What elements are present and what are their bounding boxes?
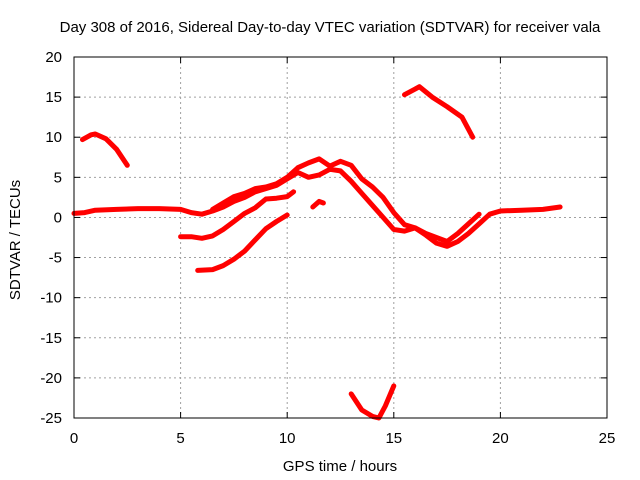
x-tick-label: 0 — [70, 430, 78, 447]
series-line-arc-deep-negative — [195, 212, 290, 273]
x-axis-label: GPS time / hours — [283, 458, 397, 475]
grid-lines — [74, 57, 607, 418]
series-line-arc-early-peak — [80, 131, 130, 168]
series-group — [71, 84, 563, 421]
chart-title: Day 308 of 2016, Sidereal Day-to-day VTE… — [60, 19, 601, 36]
x-tick-label: 15 — [385, 430, 402, 447]
series-line-arc-morning-negative — [178, 189, 297, 241]
y-tick-label: -5 — [49, 250, 62, 267]
series-line-arc-dip — [348, 383, 397, 421]
y-tick-label: 20 — [45, 49, 62, 66]
plot-frame — [73, 56, 608, 419]
y-tick-label: -15 — [40, 330, 62, 347]
y-tick-label: 10 — [45, 129, 62, 146]
series-line-arc-main-low — [71, 166, 563, 249]
y-tick-label: -20 — [40, 370, 62, 387]
x-tick-label: 20 — [492, 430, 509, 447]
y-axis-label: SDTVAR / TECUs — [7, 180, 24, 300]
x-axis-ticks: 0 5 10 15 20 25 — [70, 57, 616, 447]
x-tick-label: 5 — [176, 430, 184, 447]
series-line-arc-main-high — [210, 156, 482, 244]
y-tick-label: 0 — [54, 209, 62, 226]
y-tick-label: -10 — [40, 290, 62, 307]
y-axis-ticks: -25 -20 -15 -10 -5 0 5 10 15 20 — [40, 49, 607, 427]
y-tick-label: 5 — [54, 169, 62, 186]
x-tick-label: 10 — [279, 430, 296, 447]
series-line-arc-short-midday — [310, 198, 326, 210]
series-line-arc-afternoon-peak — [402, 84, 476, 140]
y-tick-label: -25 — [40, 410, 62, 427]
y-tick-label: 15 — [45, 89, 62, 106]
x-tick-label: 25 — [599, 430, 616, 447]
